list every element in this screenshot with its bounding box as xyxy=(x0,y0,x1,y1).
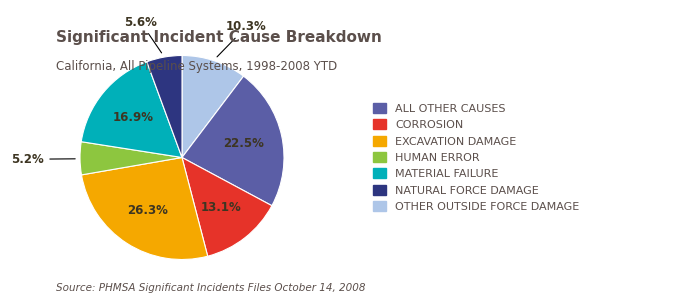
Text: Source: PHMSA Significant Incidents Files October 14, 2008: Source: PHMSA Significant Incidents File… xyxy=(56,283,365,293)
Text: 10.3%: 10.3% xyxy=(217,20,267,57)
Text: 26.3%: 26.3% xyxy=(127,204,169,217)
Wedge shape xyxy=(147,56,182,158)
Text: California, All Pipeline Systems, 1998-2008 YTD: California, All Pipeline Systems, 1998-2… xyxy=(56,60,337,73)
Legend: ALL OTHER CAUSES, CORROSION, EXCAVATION DAMAGE, HUMAN ERROR, MATERIAL FAILURE, N: ALL OTHER CAUSES, CORROSION, EXCAVATION … xyxy=(370,100,582,215)
Wedge shape xyxy=(81,158,208,260)
Text: 13.1%: 13.1% xyxy=(201,201,241,214)
Text: 16.9%: 16.9% xyxy=(113,111,153,124)
Wedge shape xyxy=(182,56,244,158)
Wedge shape xyxy=(81,62,182,158)
Text: Significant Incident Cause Breakdown: Significant Incident Cause Breakdown xyxy=(56,30,382,45)
Wedge shape xyxy=(80,142,182,175)
Wedge shape xyxy=(182,158,272,256)
Text: 5.2%: 5.2% xyxy=(12,153,75,166)
Wedge shape xyxy=(182,76,284,206)
Text: 22.5%: 22.5% xyxy=(223,137,264,150)
Text: 5.6%: 5.6% xyxy=(124,16,162,53)
